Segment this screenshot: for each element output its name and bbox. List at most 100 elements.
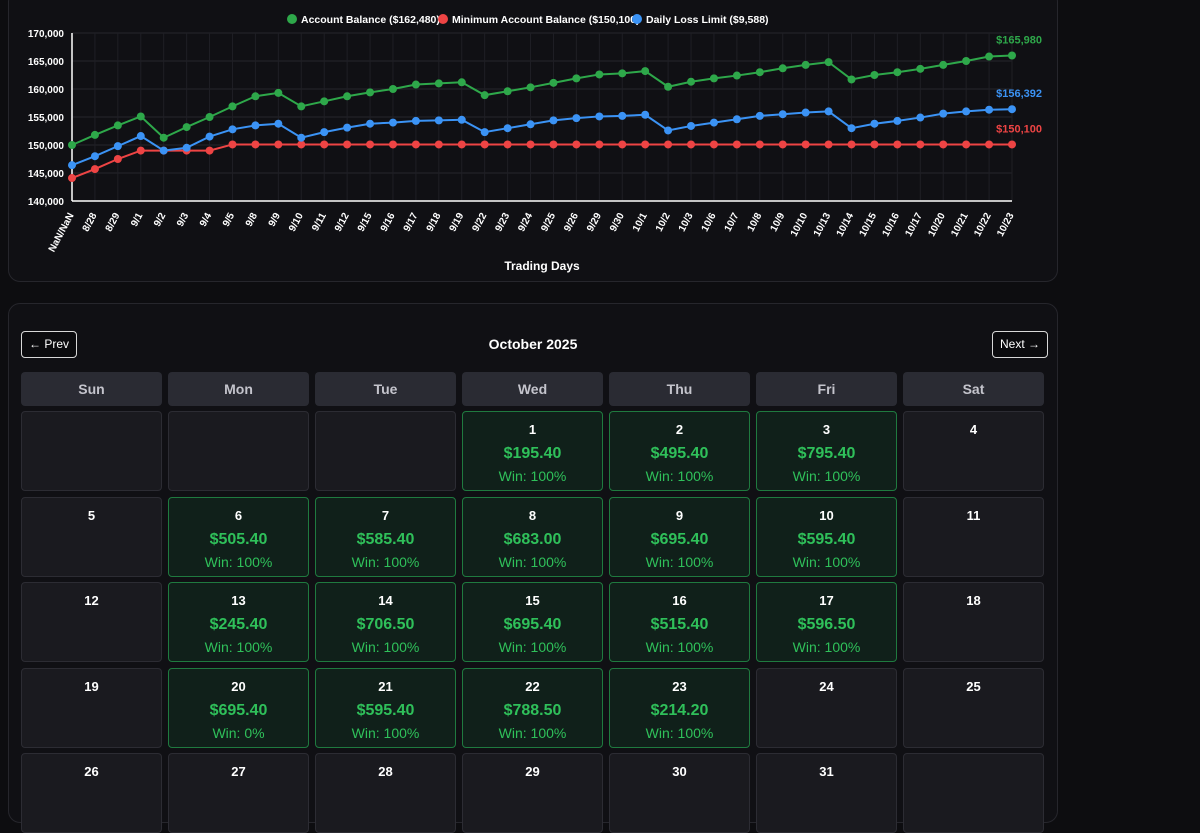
- day-number: 20: [231, 678, 246, 694]
- calendar-day-cell[interactable]: 17 $596.50 Win: 100%: [756, 582, 897, 662]
- day-pnl: $695.40: [650, 530, 709, 548]
- calendar-day-cell[interactable]: 29: [462, 753, 603, 833]
- calendar-day-cell[interactable]: 10 $595.40 Win: 100%: [756, 496, 897, 577]
- day-win-rate: Win: 100%: [351, 639, 420, 655]
- day-number: 2: [675, 422, 684, 437]
- calendar-day-cell[interactable]: 21 $595.40 Win: 100%: [315, 667, 456, 748]
- data-point: [68, 141, 76, 149]
- x-tick-label: 9/9: [267, 211, 283, 229]
- calendar-day-cell[interactable]: 28: [315, 753, 456, 833]
- calendar-day-cell[interactable]: 7 $585.40 Win: 100%: [315, 496, 456, 577]
- y-tick-label: 170,000: [28, 29, 65, 40]
- x-tick-label: 10/16: [881, 211, 903, 239]
- calendar-day-cell[interactable]: 12: [21, 582, 162, 662]
- x-tick-label: 9/19: [448, 211, 467, 234]
- data-point: [664, 82, 673, 91]
- prev-month-button[interactable]: ← Prev: [21, 331, 78, 358]
- data-point: [274, 88, 283, 97]
- data-point: [778, 64, 787, 73]
- calendar-day-cell[interactable]: 11: [903, 496, 1044, 577]
- data-point: [939, 109, 948, 118]
- day-win-rate: Win: 100%: [645, 724, 714, 741]
- day-number: 7: [381, 507, 390, 523]
- calendar-day-cell[interactable]: 27: [168, 753, 309, 833]
- calendar-day-cell[interactable]: 1 $195.40 Win: 100%: [462, 411, 603, 491]
- data-point: [962, 107, 971, 116]
- data-point: [457, 140, 466, 149]
- day-number: 22: [525, 678, 540, 694]
- x-tick-label: 9/2: [152, 211, 168, 229]
- data-point: [664, 126, 673, 135]
- calendar-day-cell[interactable]: 26: [21, 753, 162, 833]
- calendar-day-cell[interactable]: 25: [903, 667, 1044, 748]
- data-point: [755, 111, 764, 120]
- data-point: [755, 140, 764, 149]
- data-point: [503, 87, 512, 96]
- calendar-day-cell[interactable]: 13 $245.40 Win: 100%: [168, 582, 309, 662]
- data-point: [732, 71, 741, 80]
- data-point: [939, 140, 948, 149]
- x-tick-label: 10/14: [835, 211, 857, 239]
- calendar-day-cell[interactable]: 15 $695.40 Win: 100%: [462, 582, 603, 662]
- day-number: 14: [378, 593, 393, 608]
- calendar-day-cell[interactable]: 24: [756, 667, 897, 748]
- calendar-day-cell[interactable]: 20 $695.40 Win: 0%: [168, 667, 309, 748]
- calendar-day-cell[interactable]: 18: [903, 582, 1044, 662]
- day-pnl: $214.20: [650, 701, 709, 719]
- x-tick-label: 10/6: [700, 211, 719, 234]
- data-point: [113, 121, 122, 130]
- data-point: [985, 52, 994, 61]
- data-point: [366, 88, 375, 97]
- data-point: [916, 113, 925, 122]
- day-win-rate: Win: 100%: [645, 639, 714, 655]
- x-tick-label: 10/9: [769, 211, 788, 234]
- calendar-day-cell[interactable]: 5: [21, 496, 162, 577]
- x-tick-label: 9/23: [493, 211, 512, 234]
- day-number: 18: [966, 593, 981, 608]
- x-tick-label: 9/29: [585, 211, 604, 234]
- calendar-day-cell[interactable]: 30: [609, 753, 750, 833]
- calendar-day-cell[interactable]: 3 $795.40 Win: 100%: [756, 411, 897, 491]
- data-point: [136, 132, 145, 141]
- data-point: [90, 130, 99, 139]
- data-point: [434, 140, 443, 149]
- calendar-day-cell[interactable]: 31: [756, 753, 897, 833]
- x-tick-label: 9/26: [562, 211, 581, 234]
- legend-swatch: [438, 14, 448, 24]
- series-line: [71, 54, 1013, 146]
- day-number: 17: [819, 593, 834, 608]
- day-number: 10: [819, 507, 834, 523]
- calendar-day-cell[interactable]: 22 $788.50 Win: 100%: [462, 667, 603, 748]
- data-point: [90, 165, 99, 174]
- weekday-header-fri: Fri: [756, 372, 897, 406]
- x-tick-label: 9/10: [287, 211, 306, 234]
- calendar-day-cell[interactable]: 23 $214.20 Win: 100%: [609, 667, 750, 748]
- x-tick-label: 10/23: [995, 211, 1017, 239]
- data-point: [801, 108, 810, 117]
- data-point: [457, 78, 466, 87]
- calendar-day-cell[interactable]: 4: [903, 411, 1044, 491]
- day-number: 19: [84, 678, 99, 694]
- x-tick-label: 9/1: [129, 211, 145, 229]
- x-tick-label: 9/11: [310, 211, 329, 233]
- data-point: [320, 128, 329, 137]
- day-pnl: $245.40: [209, 616, 268, 633]
- calendar-day-cell[interactable]: 2 $495.40 Win: 100%: [609, 411, 750, 491]
- series-end-label: $150,100: [996, 123, 1042, 135]
- calendar-day-cell[interactable]: 6 $505.40 Win: 100%: [168, 496, 309, 577]
- data-point: [113, 155, 122, 163]
- calendar-day-cell[interactable]: 19: [21, 667, 162, 748]
- calendar-day-cell[interactable]: 16 $515.40 Win: 100%: [609, 582, 750, 662]
- data-point: [709, 74, 718, 83]
- calendar-day-cell[interactable]: 8 $683.00 Win: 100%: [462, 496, 603, 577]
- data-point: [251, 140, 260, 149]
- calendar-day-cell[interactable]: 14 $706.50 Win: 100%: [315, 582, 456, 662]
- data-point: [572, 74, 581, 83]
- next-month-button[interactable]: Next →: [992, 331, 1049, 358]
- data-point: [251, 121, 260, 130]
- calendar-day-cell[interactable]: 9 $695.40 Win: 100%: [609, 496, 750, 577]
- data-point: [709, 118, 718, 127]
- calendar-day-cell: [315, 411, 456, 491]
- data-point: [297, 133, 306, 142]
- balance-chart-card: 140,000 145,000 150,000 155,000 160,000 165,0…: [8, 0, 1058, 282]
